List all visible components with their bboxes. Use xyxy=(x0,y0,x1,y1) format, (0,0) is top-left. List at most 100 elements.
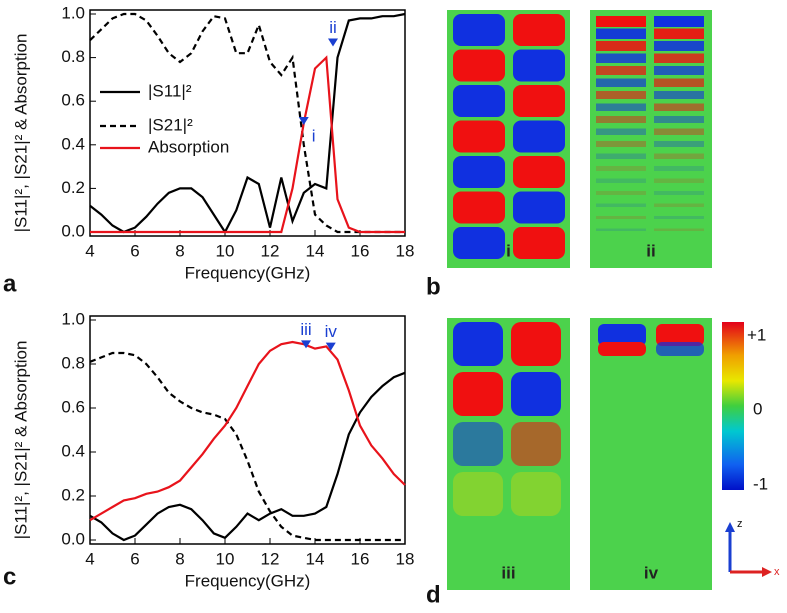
field-block xyxy=(513,191,565,224)
y-axis-title: |S11|², |S21|² & Absorption xyxy=(11,341,30,540)
legend-label: |S21|² xyxy=(148,115,193,134)
y-tick-label: 0.8 xyxy=(61,353,85,372)
x-tick-label: 6 xyxy=(130,549,139,568)
colorbar-label: +1 xyxy=(747,325,766,344)
field-block xyxy=(453,472,503,516)
field-block xyxy=(596,41,646,51)
field-block xyxy=(654,216,704,219)
field-block xyxy=(453,372,503,416)
legend-label: Absorption xyxy=(148,137,229,156)
field-block xyxy=(513,120,565,153)
field-block xyxy=(596,191,646,195)
field-block xyxy=(596,28,646,39)
annotation-marker xyxy=(325,342,336,351)
x-tick-label: 10 xyxy=(216,241,235,260)
field-block xyxy=(596,66,646,75)
field-block xyxy=(654,203,704,207)
field-block xyxy=(513,85,565,117)
field-block xyxy=(654,66,704,75)
field-block xyxy=(596,16,646,27)
field-block xyxy=(453,120,505,153)
field-block xyxy=(654,53,704,63)
series-line xyxy=(89,12,405,234)
panel-label: d xyxy=(426,581,441,608)
field-block xyxy=(654,153,704,159)
series-line xyxy=(89,371,406,542)
annotation-label: iv xyxy=(325,322,338,341)
field-block xyxy=(453,227,505,259)
field-block xyxy=(596,91,646,99)
field-block xyxy=(513,49,565,82)
field-block xyxy=(596,178,646,183)
annotation-label: ii xyxy=(329,18,337,37)
x-tick-label: 18 xyxy=(396,241,415,260)
field-block xyxy=(654,166,704,171)
y-tick-label: 0.8 xyxy=(61,47,85,66)
panel-label: c xyxy=(3,563,16,590)
field-block xyxy=(453,14,505,46)
field-block xyxy=(654,228,704,231)
x-tick-label: 18 xyxy=(396,549,415,568)
x-tick-label: 16 xyxy=(351,241,370,260)
field-block xyxy=(511,472,561,516)
y-tick-label: 0.2 xyxy=(61,178,85,197)
field-block xyxy=(596,153,646,159)
field-block xyxy=(596,141,646,147)
field-block xyxy=(654,41,704,51)
field-block xyxy=(596,53,646,63)
y-tick-label: 0.0 xyxy=(61,529,85,548)
series-line xyxy=(89,351,405,542)
colorbar-label: 0 xyxy=(753,399,762,418)
y-tick-label: 0.0 xyxy=(61,221,85,240)
field-block xyxy=(596,203,646,207)
field-block xyxy=(596,228,646,231)
field-block xyxy=(598,342,646,356)
field-block xyxy=(654,16,704,27)
field-block xyxy=(598,324,646,346)
colorbar-label: -1 xyxy=(753,474,768,493)
y-tick-label: 0.6 xyxy=(61,91,85,110)
field-block xyxy=(596,116,646,123)
field-block xyxy=(453,422,503,466)
x-tick-label: 10 xyxy=(216,549,235,568)
y-tick-label: 0.4 xyxy=(61,441,85,460)
x-tick-label: 4 xyxy=(85,241,94,260)
field-block xyxy=(596,166,646,171)
map-label: iii xyxy=(501,563,515,582)
chart: 4 6 8 10 12 14 16 18 0.0 0.2 0.4 0.6 0.8 1.0 Frequency… xyxy=(11,309,414,590)
plot-frame xyxy=(89,315,406,545)
field-block xyxy=(453,156,505,188)
field-block xyxy=(654,78,704,87)
plot-frame xyxy=(89,9,406,237)
field-block xyxy=(453,49,505,82)
x-tick-label: 4 xyxy=(85,549,94,568)
field-block xyxy=(596,103,646,111)
annotation-marker xyxy=(298,117,309,125)
axis-icon-label: x xyxy=(774,566,780,578)
colorbar xyxy=(722,322,744,490)
annotation-marker xyxy=(328,38,338,47)
map-label: ii xyxy=(646,241,655,260)
field-block xyxy=(654,103,704,111)
y-axis-title: |S11|², |S21|² & Absorption xyxy=(11,34,30,233)
map-label: iv xyxy=(644,563,659,582)
field-block xyxy=(511,422,561,466)
y-tick-label: 1.0 xyxy=(61,309,85,328)
field-block xyxy=(654,128,704,135)
field-map xyxy=(590,10,712,268)
x-axis-title: Frequency(GHz) xyxy=(185,571,311,590)
field-block xyxy=(654,141,704,147)
y-tick-label: 0.4 xyxy=(61,134,85,153)
x-tick-label: 12 xyxy=(261,549,280,568)
field-block xyxy=(513,14,565,46)
field-block xyxy=(654,191,704,195)
field-block xyxy=(656,324,704,346)
field-block xyxy=(453,85,505,117)
field-block xyxy=(596,128,646,135)
x-tick-label: 8 xyxy=(175,241,184,260)
chart: 4 6 8 10 12 14 16 18 0.0 0.2 0.4 0.6 0.8 1.0 Frequency… xyxy=(11,3,414,282)
y-tick-label: 0.2 xyxy=(61,485,85,504)
axes-icon: z x xyxy=(725,518,780,578)
series-line xyxy=(89,340,406,522)
